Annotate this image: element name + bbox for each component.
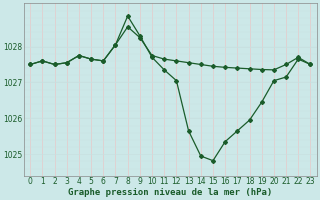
X-axis label: Graphe pression niveau de la mer (hPa): Graphe pression niveau de la mer (hPa): [68, 188, 272, 197]
